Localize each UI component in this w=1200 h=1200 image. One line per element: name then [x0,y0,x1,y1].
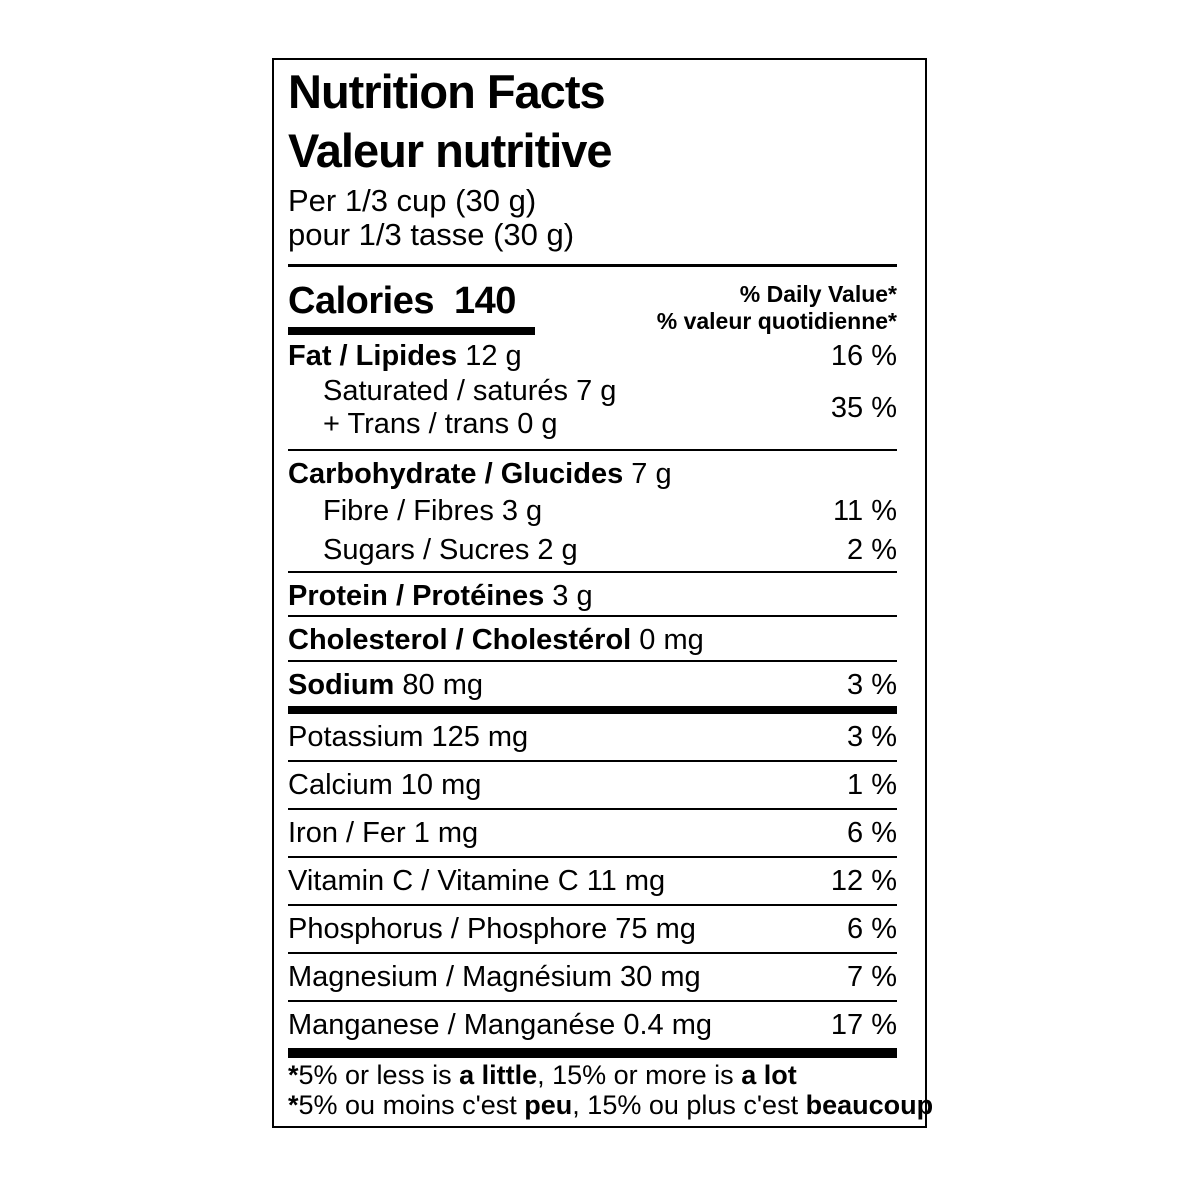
calcium-label: Calcium 10 mg [288,769,482,801]
nutrient-row-potassium: Potassium 125 mg 3 % [288,706,897,760]
fat-amount: 12 g [457,340,522,372]
calories-row: Calories 140 [288,279,535,335]
sodium-label: Sodium [288,669,395,701]
magnesium-label: Magnesium / Magnésium 30 mg [288,961,701,993]
footnote-fr: *5% ou moins c'est peu, 15% ou plus c'es… [288,1090,934,1120]
footnote-en-star: * [288,1060,299,1090]
nutrient-row-vitamin-c: Vitamin C / Vitamine C 11 mg 12 % [288,856,897,904]
nutrient-row-sugars: Sugars / Sucres 2 g 2 % [288,531,897,571]
sodium-amount: 80 mg [394,669,484,701]
trans-label: + Trans / trans 0 g [323,408,558,440]
sugars-label: Sugars / Sucres 2 g [323,534,578,566]
calcium-daily-value: 1 % [847,769,897,801]
phosphorus-label: Phosphorus / Phosphore 75 mg [288,913,696,945]
nutrient-row-cholesterol: Cholesterol / Cholestérol 0 mg [288,615,897,660]
iron-daily-value: 6 % [847,817,897,849]
nutrient-row-sodium: Sodium 80 mg 3 % [288,660,897,706]
nutrient-row-carbohydrate: Carbohydrate / Glucides 7 g [288,449,897,491]
nutrient-row-fibre: Fibre / Fibres 3 g 11 % [288,491,897,531]
carbohydrate-amount: 7 g [623,458,672,490]
vitamin-c-label: Vitamin C / Vitamine C 11 mg [288,865,666,897]
vitamin-c-daily-value: 12 % [830,865,897,897]
nutrient-row-calcium: Calcium 10 mg 1 % [288,760,897,808]
potassium-daily-value: 3 % [847,721,897,753]
label-title-fr: Valeur nutritive [288,124,613,177]
iron-label: Iron / Fer 1 mg [288,817,479,849]
nutrient-row-magnesium: Magnesium / Magnésium 30 mg 7 % [288,952,897,1000]
nutrient-row-fat: Fat / Lipides 12 g 16 % [288,335,897,375]
phosphorus-daily-value: 6 % [847,913,897,945]
nutrient-row-iron: Iron / Fer 1 mg 6 % [288,808,897,856]
fibre-daily-value: 11 % [833,495,897,527]
saturated-label: Saturated / saturés 7 g [323,375,617,407]
serving-size-fr: pour 1/3 tasse (30 g) [288,217,575,252]
sodium-daily-value: 3 % [847,669,897,701]
potassium-label: Potassium 125 mg [288,721,529,753]
nutrient-row-protein: Protein / Protéines 3 g [288,571,897,615]
divider-bottom-heavy [288,1048,897,1058]
daily-value-header-fr: % valeur quotidienne* [656,308,897,334]
label-title-en: Nutrition Facts [288,65,606,118]
carbohydrate-label: Carbohydrate / Glucides [288,458,624,490]
protein-amount: 3 g [544,580,593,612]
manganese-label: Manganese / Manganése 0.4 mg [288,1009,712,1041]
serving-size-en: Per 1/3 cup (30 g) [288,183,537,218]
magnesium-daily-value: 7 % [847,961,897,993]
calories-section: Calories 140 % Daily Value* % valeur quot… [288,267,897,335]
footnote-en: *5% or less is a little, 15% or more is … [288,1060,797,1090]
calories-label: Calories [288,280,434,322]
daily-value-header-en: % Daily Value* [739,281,897,307]
fibre-label: Fibre / Fibres 3 g [323,495,543,527]
saturated-trans-daily-value: 35 % [830,391,897,424]
fat-label: Fat / Lipides [288,340,458,372]
daily-value-header: % Daily Value* % valeur quotidienne* [657,279,897,335]
protein-label: Protein / Protéines [288,580,545,612]
nutrient-row-manganese: Manganese / Manganése 0.4 mg 17 % [288,1000,897,1048]
nutrition-facts-label: Nutrition Facts Valeur nutritive Per 1/3… [272,58,934,1128]
calories-value: 140 [453,280,516,322]
divider-above-calories [288,264,897,267]
cholesterol-amount: 0 mg [631,624,704,656]
fat-daily-value: 16 % [830,340,897,372]
manganese-daily-value: 17 % [830,1009,897,1041]
footnote-fr-star: * [288,1090,299,1120]
cholesterol-label: Cholesterol / Cholestérol [288,624,632,656]
nutrient-row-saturated-trans: Saturated / saturés 7 g + Trans / trans … [288,375,897,449]
sugars-daily-value: 2 % [847,534,897,566]
nutrient-row-phosphorus: Phosphorus / Phosphore 75 mg 6 % [288,904,897,952]
